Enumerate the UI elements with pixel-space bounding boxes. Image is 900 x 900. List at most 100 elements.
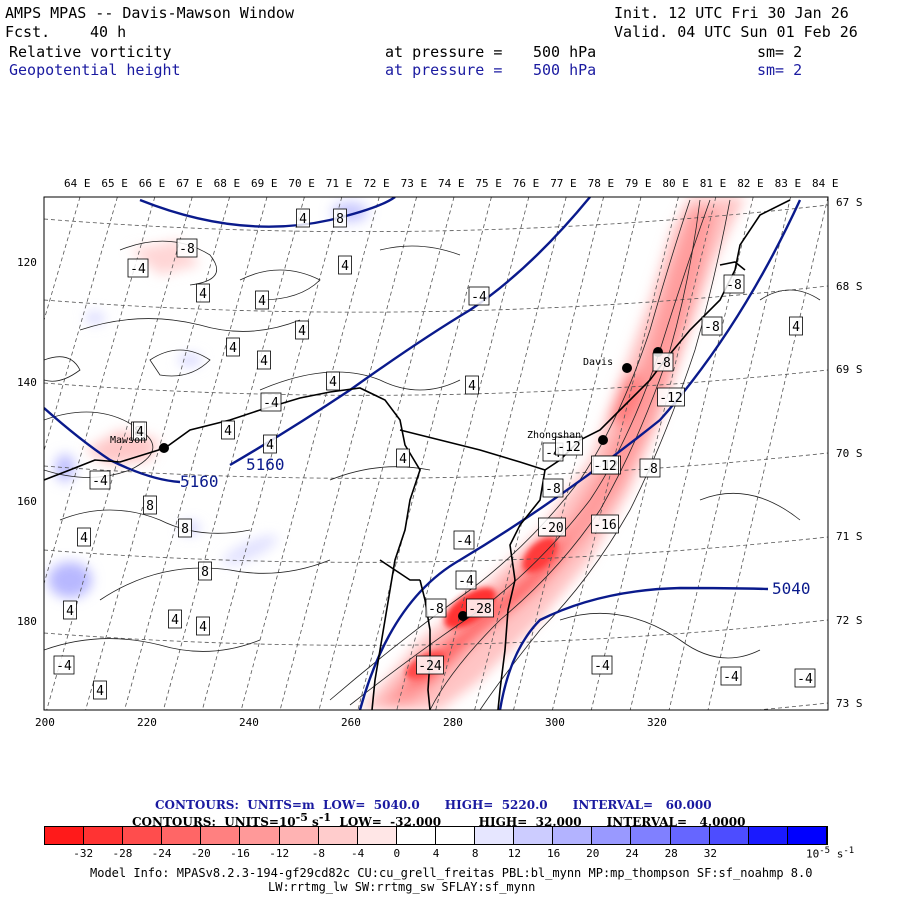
positive-vorticity-shading <box>48 202 368 598</box>
meridian-line <box>46 197 193 710</box>
vorticity-label: -4 <box>260 392 282 412</box>
vorticity-contour-info: CONTOURS: UNITS=10-5 s-1 LOW= -32.000 HI… <box>132 811 746 830</box>
forecast-hours: 40 h <box>90 23 127 41</box>
x-tick-label: 240 <box>239 716 259 729</box>
lat-label: 72 S <box>836 613 863 627</box>
colorbar-tick-label: -20 <box>190 847 211 860</box>
lon-label: 65 E <box>101 177 128 190</box>
vorticity-label: 4 <box>93 680 107 700</box>
svg-text:4: 4 <box>96 684 104 699</box>
vorticity-label: 8 <box>333 208 347 228</box>
svg-text:4: 4 <box>171 613 179 628</box>
colorbar-tick-label: 12 <box>507 847 522 860</box>
lat-label: 67 S <box>836 196 863 209</box>
lon-label: 74 E <box>438 177 465 190</box>
vorticity-label: 4 <box>77 527 91 547</box>
lon-label: 78 E <box>587 177 615 190</box>
extra-station-marker <box>458 611 468 621</box>
lon-label: 77 E <box>550 177 577 190</box>
vorticity-label: 8 <box>143 495 157 515</box>
mawson-station-marker <box>159 443 169 453</box>
vorticity-label: 4 <box>465 375 479 395</box>
vorticity-label: 8 <box>198 561 212 581</box>
vort-info-b: s <box>307 815 319 829</box>
colorbar <box>44 826 828 845</box>
colorbar-swatch <box>240 827 280 844</box>
svg-text:4: 4 <box>224 424 232 439</box>
station-label-davis: Davis <box>583 357 613 368</box>
height-label-5160-b: 5160 <box>180 472 219 491</box>
vorticity-label: 4 <box>133 421 147 441</box>
colorbar-swatch <box>279 827 319 844</box>
vorticity-label: -8 <box>639 458 661 478</box>
vorticity-label: 4 <box>255 290 269 310</box>
svg-text:4: 4 <box>199 287 207 302</box>
vorticity-label: -4 <box>53 655 75 675</box>
svg-text:8: 8 <box>336 212 344 227</box>
meridian-line <box>240 197 380 710</box>
meridian-line <box>707 197 828 710</box>
station-label-mawson: Mawson <box>110 435 146 446</box>
svg-text:-12: -12 <box>557 440 580 455</box>
cb-units-b: s <box>830 847 844 861</box>
svg-text:-20: -20 <box>540 521 563 536</box>
colorbar-tick-label: -24 <box>151 847 172 860</box>
lon-label: 67 E <box>176 177 203 190</box>
vorticity-label: -12 <box>657 387 685 407</box>
station-label-zhongshan: Zhongshan <box>527 430 581 441</box>
height-label-5160-a: 5160 <box>246 455 285 474</box>
lat-label: 69 S <box>836 363 863 376</box>
field1-pressure-label: at pressure = <box>385 43 503 61</box>
x-tick-label: 260 <box>341 716 361 729</box>
vort-info-exp2: -1 <box>318 811 332 824</box>
field1-name: Relative vorticity <box>9 43 172 61</box>
meridian-line <box>590 197 717 710</box>
svg-text:4: 4 <box>468 379 476 394</box>
meridian-line <box>85 197 230 710</box>
lon-label: 73 E <box>400 177 428 190</box>
svg-text:-8: -8 <box>655 356 671 371</box>
svg-text:4: 4 <box>66 604 74 619</box>
meridian-line <box>318 197 455 710</box>
vorticity-label: 4 <box>295 320 309 340</box>
colorbar-swatch <box>670 827 710 844</box>
vorticity-label: -4 <box>468 286 490 306</box>
colorbar-tick-label: 24 <box>625 847 639 860</box>
y-tick-label: 160 <box>17 495 37 508</box>
vorticity-label: -8 <box>425 598 447 618</box>
field2-pressure-label: at pressure = <box>385 61 503 79</box>
svg-text:4: 4 <box>298 324 306 339</box>
vorticity-label: 4 <box>221 420 235 440</box>
davis-station-marker <box>622 363 632 373</box>
colorbar-swatch <box>475 827 515 844</box>
meridian-line <box>357 197 492 710</box>
geopotential-height-contours <box>44 197 802 710</box>
lon-label: 66 E <box>138 177 166 190</box>
field1-smoothing: sm= 2 <box>757 43 803 61</box>
svg-text:-8: -8 <box>428 602 444 617</box>
vort-info-c: LOW= -32.000 HIGH= 32.000 INTERVAL= 4.00… <box>331 815 746 829</box>
svg-text:4: 4 <box>299 212 307 227</box>
colorbar-tick-label: -8 <box>311 847 326 860</box>
svg-text:-24: -24 <box>418 659 442 674</box>
vorticity-label: -8 <box>701 316 723 336</box>
colorbar-tick-label: -4 <box>350 847 365 860</box>
height-label-5040: 5040 <box>772 579 811 598</box>
lon-label: 69 E <box>251 177 278 190</box>
colorbar-tick-label: -16 <box>230 847 250 860</box>
colorbar-swatch <box>592 827 632 844</box>
vorticity-label: 4 <box>296 208 310 228</box>
colorbar-swatch <box>514 827 554 844</box>
vort-info-a: CONTOURS: UNITS=10 <box>132 815 296 829</box>
valid-time: Valid. 04 UTC Sun 01 Feb 26 <box>614 23 858 41</box>
lon-label: 68 E <box>213 177 241 190</box>
vorticity-label: -16 <box>591 514 619 534</box>
vorticity-label: 4 <box>168 609 182 629</box>
vorticity-label: 4 <box>257 350 271 370</box>
vorticity-label: 4 <box>63 600 77 620</box>
lon-label: 64 E <box>64 177 91 190</box>
coastline <box>44 199 791 710</box>
vorticity-label: -4 <box>127 258 149 278</box>
y-tick-label: 120 <box>17 256 37 269</box>
colorbar-swatch <box>396 827 436 844</box>
